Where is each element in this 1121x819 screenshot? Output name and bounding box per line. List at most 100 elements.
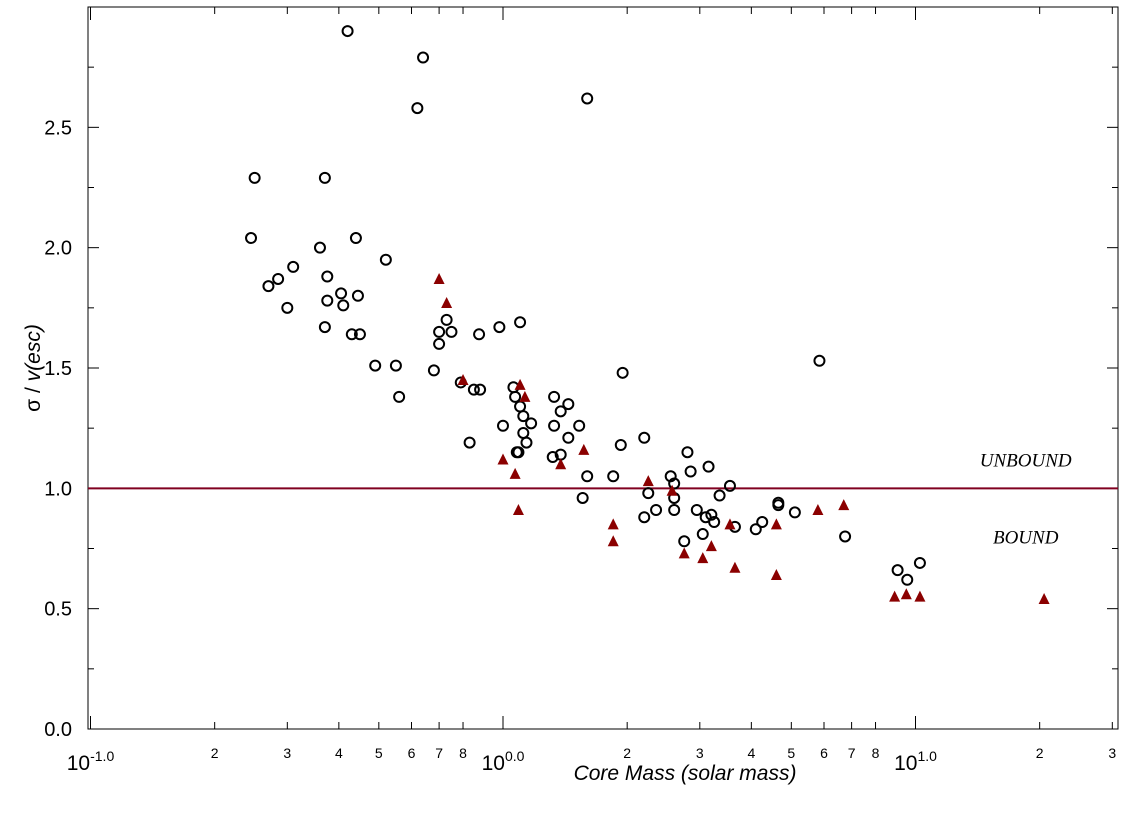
data-point-open-circle bbox=[440, 313, 453, 326]
annotation-unbound: UNBOUND bbox=[980, 450, 1072, 471]
data-point-filled-triangle bbox=[607, 535, 619, 547]
data-point-open-circle bbox=[749, 523, 762, 536]
data-point-open-circle bbox=[581, 92, 594, 105]
x-minor-tick-label: 8 bbox=[459, 745, 467, 761]
data-point-open-circle bbox=[321, 294, 334, 307]
data-point-open-circle bbox=[341, 25, 354, 38]
data-point-open-circle bbox=[913, 556, 926, 569]
x-minor-tick-label: 7 bbox=[848, 745, 856, 761]
data-point-open-circle bbox=[668, 503, 681, 516]
data-point-open-circle bbox=[546, 451, 559, 464]
data-point-open-circle bbox=[393, 390, 406, 403]
data-point-open-circle bbox=[554, 405, 567, 418]
data-point-open-circle bbox=[321, 270, 334, 283]
data-point-open-circle bbox=[353, 328, 366, 341]
y-tick-label: 0.5 bbox=[44, 599, 72, 621]
data-point-open-circle bbox=[349, 232, 362, 245]
data-point-filled-triangle bbox=[914, 590, 926, 602]
data-point-open-circle bbox=[723, 479, 736, 492]
data-point-open-circle bbox=[337, 299, 350, 312]
data-point-open-circle bbox=[788, 506, 801, 519]
data-point-open-circle bbox=[248, 171, 261, 184]
data-point-open-circle bbox=[474, 383, 487, 396]
data-point-filled-triangle bbox=[729, 561, 741, 573]
x-minor-tick-label: 5 bbox=[787, 745, 795, 761]
data-point-open-circle bbox=[509, 390, 522, 403]
data-point-open-circle bbox=[581, 470, 594, 483]
data-point-open-circle bbox=[650, 503, 663, 516]
data-point-open-circle bbox=[681, 446, 694, 459]
data-point-open-circle bbox=[548, 390, 561, 403]
data-point-filled-triangle bbox=[514, 378, 526, 390]
data-point-open-circle bbox=[713, 489, 726, 502]
data-point-open-circle bbox=[756, 516, 769, 529]
data-point-open-circle bbox=[467, 383, 480, 396]
data-point-filled-triangle bbox=[578, 443, 590, 455]
data-point-open-circle bbox=[497, 419, 509, 432]
data-point-open-circle bbox=[318, 321, 331, 334]
data-point-open-circle bbox=[433, 325, 446, 338]
y-axis-label-sigma: σ / bbox=[22, 381, 45, 411]
data-point-open-circle bbox=[514, 400, 527, 413]
data-point-open-circle bbox=[664, 470, 677, 483]
data-point-filled-triangle bbox=[607, 518, 619, 530]
data-point-open-circle bbox=[389, 359, 402, 372]
data-point-filled-triangle bbox=[642, 475, 654, 487]
data-point-filled-triangle bbox=[519, 390, 531, 402]
data-point-open-circle bbox=[417, 51, 430, 64]
data-point-open-circle bbox=[262, 280, 275, 293]
data-point-open-circle bbox=[705, 508, 718, 521]
data-point-filled-triangle bbox=[509, 467, 521, 479]
x-minor-tick-label: 7 bbox=[435, 745, 443, 761]
data-point-open-circle bbox=[313, 241, 326, 254]
x-minor-tick-label: 6 bbox=[820, 745, 828, 761]
data-point-open-circle bbox=[345, 328, 358, 341]
data-point-open-circle bbox=[473, 328, 486, 341]
data-point-open-circle bbox=[411, 102, 424, 115]
x-major-tick-label: 100.0 bbox=[482, 748, 525, 775]
data-point-open-circle bbox=[576, 491, 589, 504]
x-minor-tick-label: 2 bbox=[1036, 745, 1044, 761]
data-point-open-circle bbox=[839, 530, 852, 543]
data-point-open-circle bbox=[690, 503, 703, 516]
data-point-open-circle bbox=[318, 171, 331, 184]
data-point-filled-triangle bbox=[555, 458, 567, 470]
data-point-open-circle bbox=[607, 470, 620, 483]
y-tick-label: 2.5 bbox=[44, 117, 72, 139]
data-point-open-circle bbox=[813, 354, 826, 367]
annotation-bound: BOUND bbox=[993, 527, 1059, 548]
plot-frame bbox=[87, 6, 1119, 730]
data-point-filled-triangle bbox=[457, 374, 469, 386]
data-point-open-circle bbox=[427, 364, 440, 377]
data-point-open-circle bbox=[525, 417, 538, 430]
data-point-filled-triangle bbox=[889, 590, 901, 602]
data-point-open-circle bbox=[493, 321, 506, 334]
data-point-filled-triangle bbox=[497, 453, 509, 465]
data-point-open-circle bbox=[772, 499, 785, 512]
data-point-open-circle bbox=[616, 366, 629, 379]
y-tick-label: 1.5 bbox=[44, 358, 72, 380]
data-point-filled-triangle bbox=[705, 540, 717, 552]
data-point-open-circle bbox=[245, 232, 258, 245]
data-point-open-circle bbox=[638, 511, 651, 524]
data-point-filled-triangle bbox=[512, 503, 524, 515]
data-point-open-circle bbox=[379, 253, 392, 266]
data-point-open-circle bbox=[512, 446, 525, 459]
data-point-filled-triangle bbox=[838, 499, 850, 511]
x-minor-tick-label: 6 bbox=[408, 745, 416, 761]
data-point-open-circle bbox=[702, 460, 715, 473]
y-tick-labels: 0.0 0.5 1.0 1.5 2.0 2.5 bbox=[44, 117, 72, 741]
data-point-open-circle bbox=[445, 325, 458, 338]
data-point-filled-triangle bbox=[724, 518, 736, 530]
data-point-open-circle bbox=[562, 398, 575, 411]
data-point-open-circle bbox=[514, 316, 527, 329]
x-minor-tick-label: 2 bbox=[623, 745, 631, 761]
data-point-filled-triangle bbox=[666, 484, 678, 496]
data-point-open-circle bbox=[463, 436, 476, 449]
data-point-open-circle bbox=[614, 439, 627, 452]
y-tick-label: 1.0 bbox=[44, 478, 72, 500]
x-major-tick-label: 10-1.0 bbox=[67, 748, 115, 775]
x-major-tick-label: 101.0 bbox=[894, 748, 937, 775]
data-point-open-circle bbox=[562, 431, 575, 444]
data-point-open-circle bbox=[684, 465, 697, 478]
